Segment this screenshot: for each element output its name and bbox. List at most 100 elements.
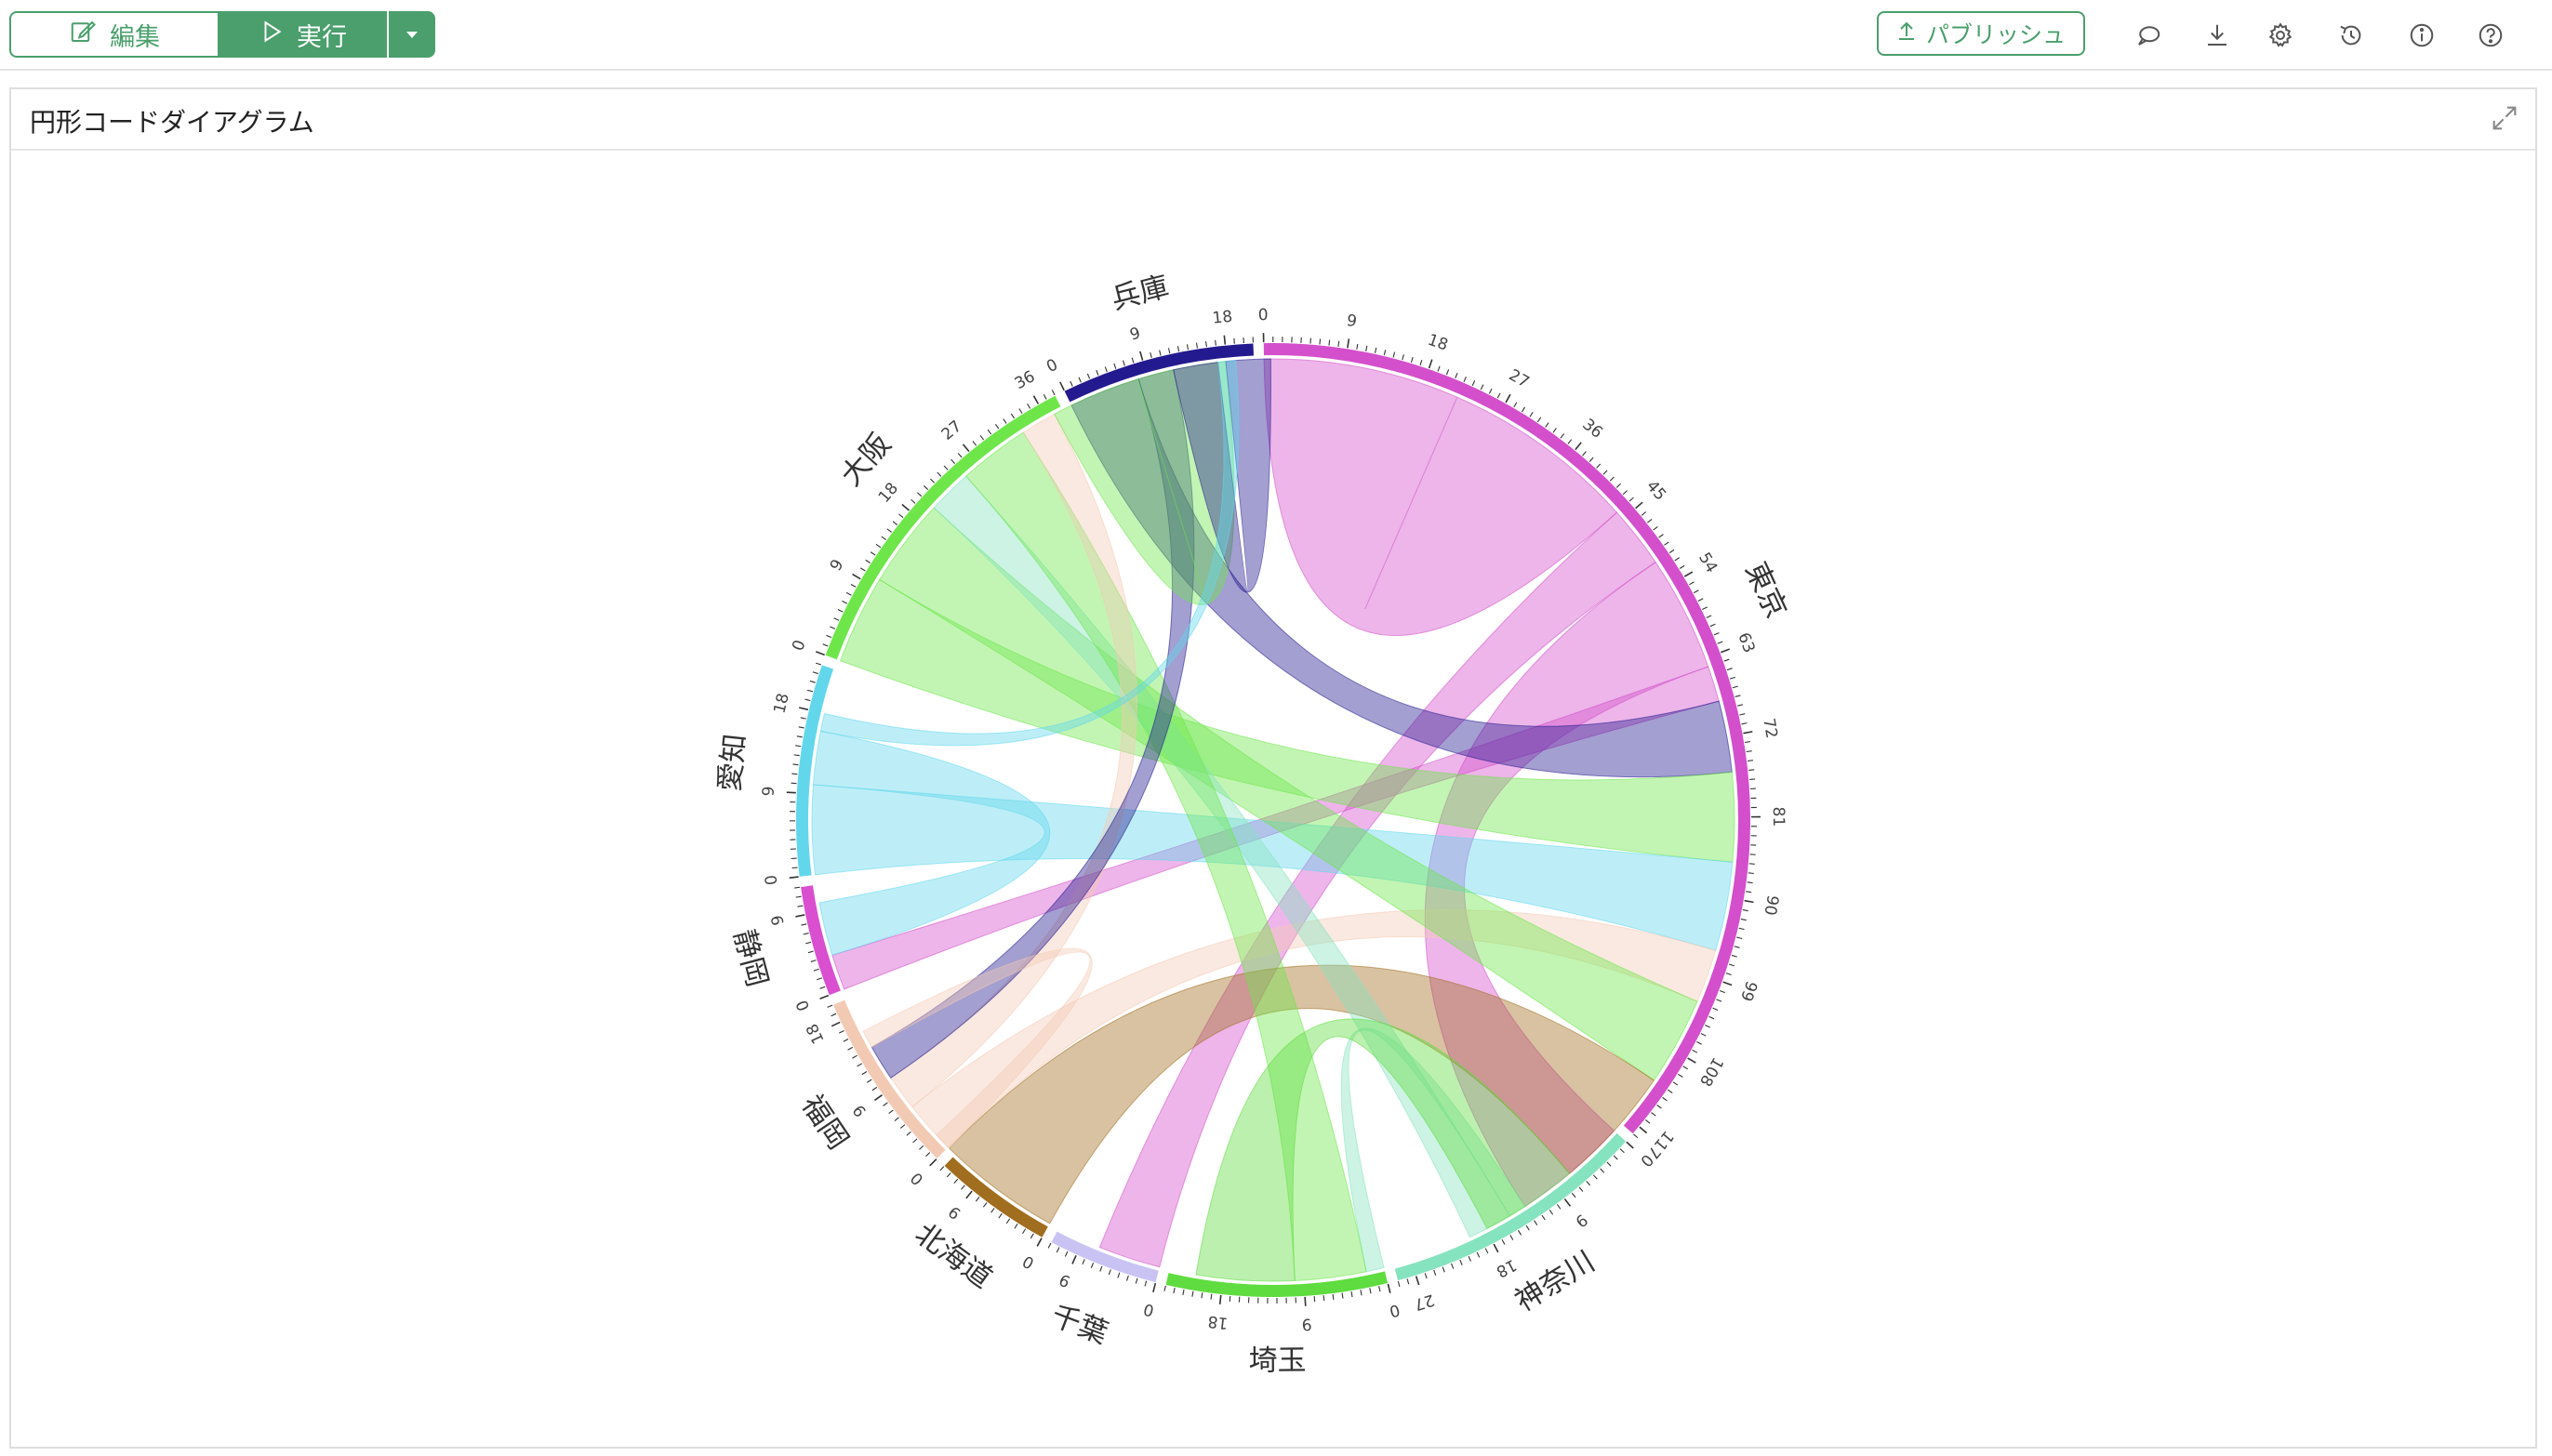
ribbon-3 (831, 666, 1720, 990)
tick-mark (910, 498, 916, 504)
expand-icon[interactable] (2489, 102, 2520, 134)
tick-mark (1341, 1292, 1344, 1299)
tick-mark (1717, 641, 1723, 644)
tick-mark (1369, 1288, 1372, 1294)
tick-mark (1742, 909, 1748, 912)
gear-icon[interactable] (2262, 17, 2299, 54)
comment-icon[interactable] (2130, 17, 2167, 54)
tick-mark (1043, 393, 1047, 400)
tick-mark (1735, 695, 1741, 697)
tick-mark (1633, 1133, 1639, 1139)
tick-mark (857, 1063, 863, 1067)
tick-mark (1721, 648, 1730, 654)
tick-mark (1747, 881, 1753, 884)
tick-mark (1005, 1218, 1011, 1224)
ribbons-layer (811, 358, 1735, 1282)
tick-mark (1455, 372, 1458, 378)
tick-label: 9 (1572, 1210, 1591, 1230)
tick-mark (1323, 1295, 1325, 1302)
tick-mark (943, 465, 949, 470)
tick-label: 18 (1426, 331, 1451, 355)
tick-mark (1662, 1096, 1668, 1102)
tick-mark (842, 600, 848, 604)
tick-mark (1731, 954, 1737, 958)
tick-mark (843, 1039, 849, 1042)
download-icon[interactable] (2199, 17, 2236, 54)
tick-mark (826, 634, 832, 639)
tick-label: 99 (1736, 978, 1761, 1003)
publish-button[interactable]: パブリッシュ (1877, 11, 2085, 56)
tick-mark (1010, 413, 1015, 419)
tick-mark (1748, 863, 1755, 865)
tick-mark (1708, 1015, 1715, 1020)
tick-label: 18 (803, 1021, 828, 1047)
group-arc-7 (796, 665, 834, 877)
ribbon-13 (1195, 1018, 1571, 1282)
tick-mark (1397, 1280, 1401, 1288)
group-arc-9 (1064, 343, 1255, 403)
tick-mark (1022, 1228, 1027, 1235)
tick-mark (1419, 360, 1423, 366)
play-icon (259, 20, 284, 50)
tick-mark (1428, 359, 1433, 369)
group-label: 北海道 (909, 1217, 998, 1295)
tick-mark (807, 950, 814, 954)
tick-mark (1410, 356, 1414, 364)
tick-mark (1644, 1118, 1651, 1124)
tick-mark (881, 536, 886, 541)
edit-label: 編集 (110, 22, 160, 52)
help-icon[interactable] (2472, 17, 2509, 54)
tick-mark (1144, 1280, 1148, 1287)
ribbon-12 (964, 431, 1367, 1281)
tick-mark (1592, 1174, 1598, 1180)
tick-mark (1567, 439, 1573, 444)
tick-mark (1725, 973, 1732, 976)
ribbon-16 (871, 369, 1195, 1079)
tick-label: 9 (1057, 1269, 1073, 1291)
ribbon-0 (1263, 358, 1618, 636)
tick-mark (1496, 392, 1501, 399)
info-icon[interactable] (2403, 17, 2440, 54)
tick-mark (816, 662, 822, 666)
tick-mark (1027, 403, 1031, 409)
tick-label: 0 (1388, 1300, 1402, 1320)
group-label: 千葉 (1046, 1299, 1112, 1351)
tick-mark (1716, 999, 1722, 1002)
tick-mark (1365, 345, 1368, 351)
tick-mark (1534, 1220, 1538, 1225)
tick-mark (892, 521, 898, 525)
tick-mark (1108, 1269, 1111, 1276)
history-icon[interactable] (2333, 17, 2370, 54)
tick-mark (1163, 1285, 1166, 1291)
tick-mark (1104, 366, 1108, 373)
run-options-dropdown[interactable] (389, 11, 435, 58)
tick-mark (1003, 418, 1007, 424)
tick-mark (1548, 1210, 1554, 1215)
tick-mark (803, 933, 809, 935)
tick-mark (804, 698, 811, 702)
run-button[interactable]: 実行 (219, 11, 387, 58)
tick-mark (1736, 704, 1744, 707)
tick-mark (883, 1102, 888, 1106)
panel-header: 円形コードダイアグラム (11, 89, 2535, 151)
tick-mark (812, 671, 818, 675)
edit-button[interactable]: 編集 (9, 11, 219, 58)
tick-mark (1586, 1180, 1591, 1186)
tick-mark (1545, 422, 1549, 428)
tick-mark (923, 485, 929, 490)
tick-mark (1047, 1242, 1052, 1249)
tick-label: 63 (1734, 630, 1758, 655)
tick-mark (1086, 373, 1091, 379)
tick-mark (1406, 1278, 1410, 1285)
tick-mark (1360, 1290, 1362, 1296)
tick-mark (1702, 606, 1708, 610)
tick-mark (990, 1208, 995, 1213)
group-label: 兵庫 (1108, 270, 1172, 316)
tick-label: 108 (1695, 1053, 1727, 1089)
tick-mark (1150, 351, 1152, 359)
tick-mark (1328, 339, 1331, 346)
tick-mark (1697, 598, 1704, 602)
tick-mark (816, 977, 823, 981)
tick-label: 27 (938, 417, 965, 444)
tick-mark (957, 453, 963, 458)
